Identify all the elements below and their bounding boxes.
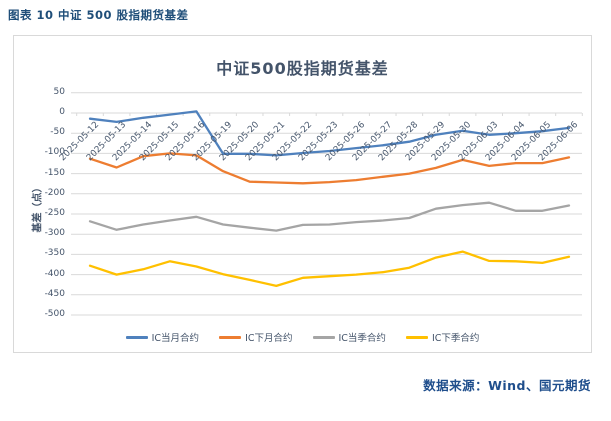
y-tick-label: -500 [44,309,65,319]
y-tick-label: 0 [59,107,65,117]
y-tick-label: -50 [50,127,65,138]
legend-swatch-icon [405,335,428,339]
legend-label: IC当月合约 [151,333,200,344]
y-tick-label: -450 [44,288,65,299]
legend-swatch-icon [125,335,148,339]
chart: 中证500股指期货基差 基差（点） 50 0 -50 -100 -150 -200 -250… [13,35,592,353]
legend-label: IC当季合约 [338,333,386,344]
y-tick-label: -200 [44,187,65,198]
data-source: 数据来源：Wind、国元期货 [423,378,591,393]
legend: IC当月合约 IC下月合约 IC当季合约 IC下季合约 [14,330,591,344]
legend-swatch-icon [219,335,242,339]
y-tick-label: -100 [44,147,65,158]
legend-item-0: IC当月合约 [125,330,200,344]
series-line-2 [88,201,571,232]
legend-label: IC下月合约 [245,333,293,344]
y-tick-label: 50 [53,86,65,97]
legend-item-1: IC下月合约 [219,330,293,344]
y-tick-label: -250 [44,208,65,218]
chart-title: 中证500股指期货基差 [216,59,389,78]
y-tick-label: -350 [44,248,65,259]
legend-item-3: IC下季合约 [405,330,480,344]
plot-area [71,92,583,316]
figure-caption: 图表 10 中证 500 股指期货基差 [8,8,189,22]
legend-item-2: IC当季合约 [312,330,386,344]
legend-label: IC下季合约 [431,333,480,344]
series-line-0 [88,110,571,157]
y-tick-label: -150 [44,167,65,178]
series-line-1 [88,152,571,185]
y-tick-label: -400 [44,268,65,279]
y-tick-label: -300 [44,228,65,239]
legend-swatch-icon [312,335,335,339]
series-line-3 [88,250,571,288]
